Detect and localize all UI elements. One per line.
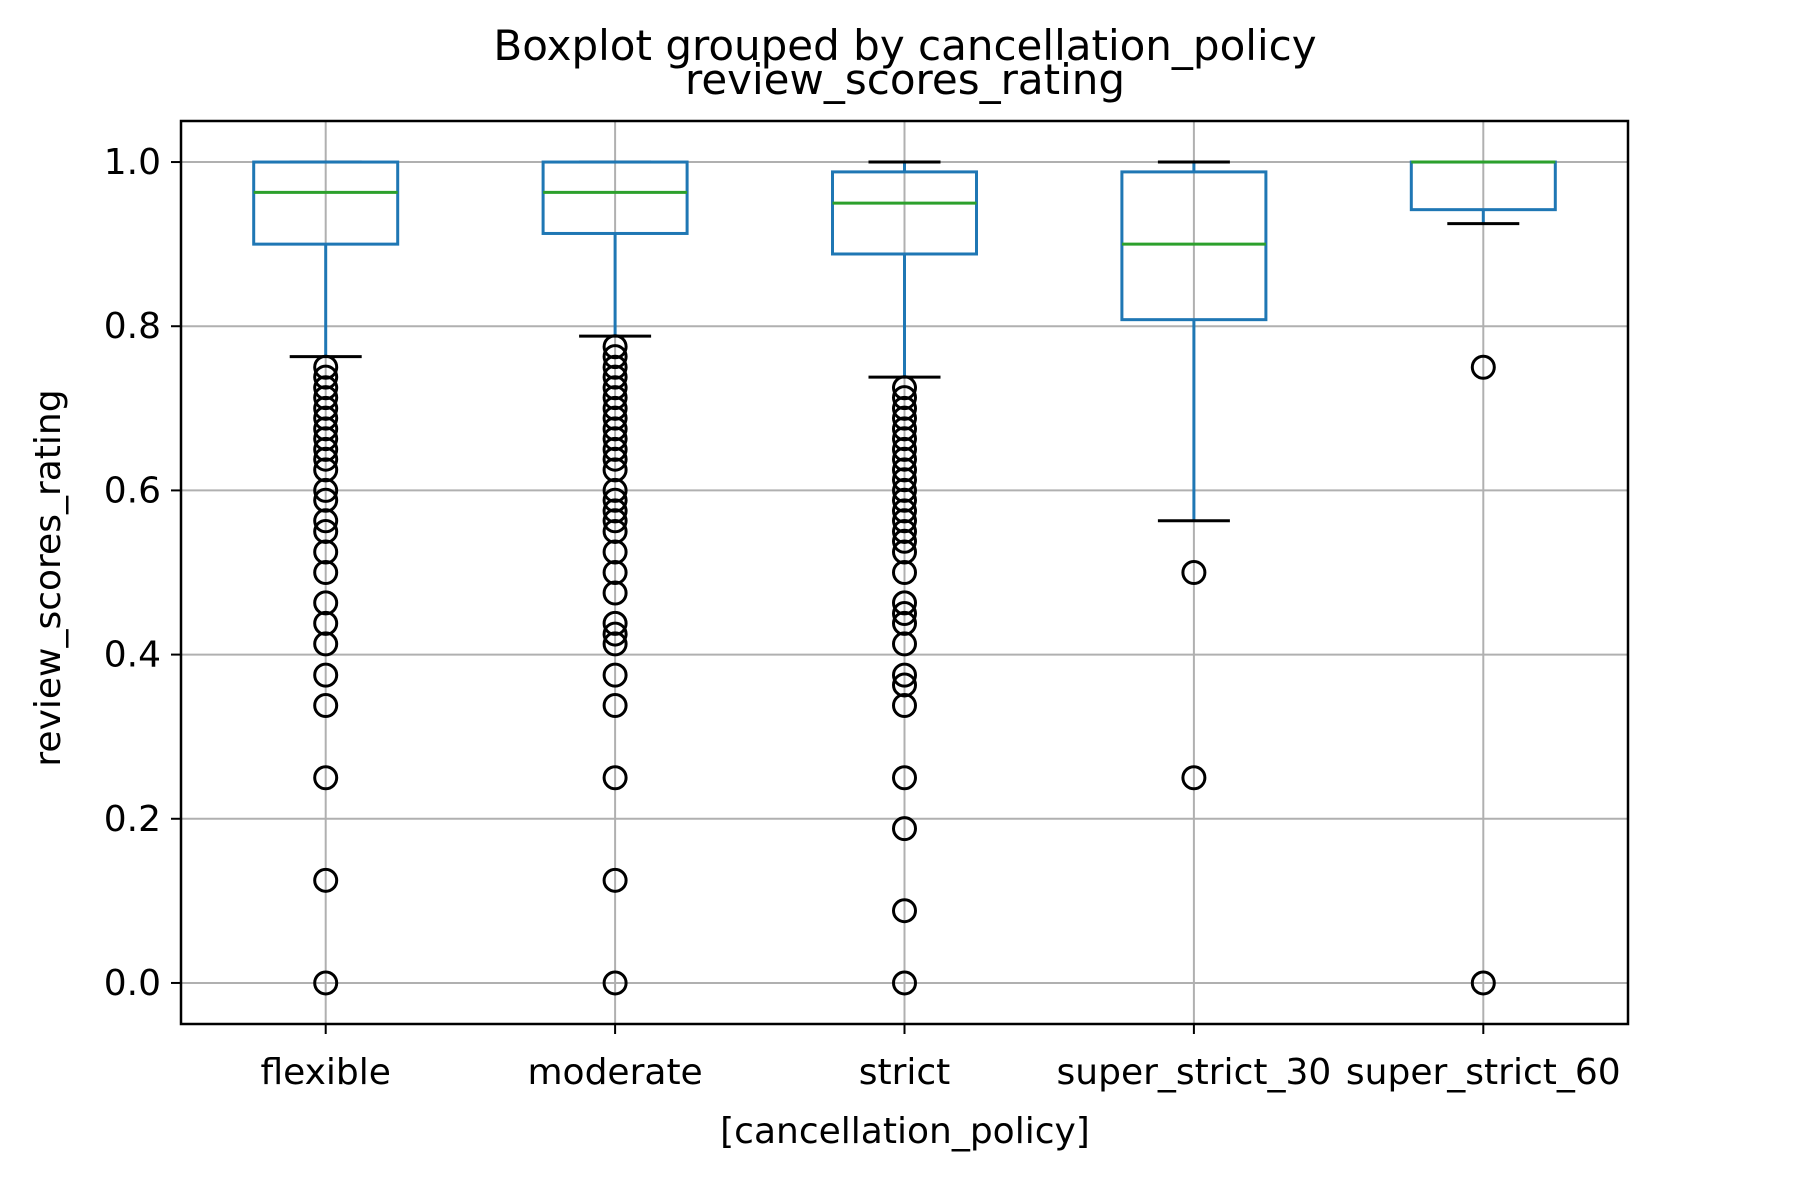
axes: 0.0 0.2 0.4 0.6 0.8 1.0 flexible moderate strict… xyxy=(104,119,1630,1093)
outlier-point xyxy=(313,446,339,472)
y-tick-label: 0.6 xyxy=(104,470,161,511)
outlier-point xyxy=(1470,354,1496,380)
y-axis-label: review_scores_rating xyxy=(28,389,69,766)
outlier-point xyxy=(892,528,917,554)
x-tick-label: strict xyxy=(859,1052,951,1093)
iqr-box xyxy=(831,170,978,256)
plot-frame xyxy=(179,119,1630,1026)
x-tick-label: super_strict_30 xyxy=(1057,1052,1332,1093)
iqr-box xyxy=(252,160,400,246)
outlier-point xyxy=(1181,560,1207,585)
y-tick-label: 0.0 xyxy=(104,963,161,1004)
flier-layer xyxy=(313,334,1496,996)
outlier-point xyxy=(313,560,339,585)
outlier-point xyxy=(602,508,628,534)
iqr-box xyxy=(541,160,689,235)
outlier-point xyxy=(313,662,339,688)
iqr-box xyxy=(1120,170,1268,322)
x-tick-label: super_strict_60 xyxy=(1346,1052,1621,1093)
outlier-point xyxy=(892,898,917,924)
outlier-point xyxy=(1470,970,1496,996)
outlier-point xyxy=(602,867,628,893)
x-tick-label: flexible xyxy=(260,1052,391,1093)
outlier-point xyxy=(1181,765,1207,791)
outlier-point xyxy=(602,631,628,657)
outlier-point xyxy=(892,765,917,791)
outlier-point xyxy=(892,601,917,627)
outlier-point xyxy=(313,477,339,503)
x-tick-label: moderate xyxy=(527,1052,702,1093)
outlier-point xyxy=(313,765,339,791)
chart-suptitle: Boxplot grouped by cancellation_policy xyxy=(493,21,1316,70)
outlier-point xyxy=(602,446,628,472)
outlier-point xyxy=(892,816,917,842)
box-layer xyxy=(252,160,1557,523)
outlier-point xyxy=(892,692,917,718)
outlier-point xyxy=(602,580,628,606)
outlier-point xyxy=(313,508,339,534)
outlier-point xyxy=(892,662,917,688)
outlier-point xyxy=(313,692,339,718)
outlier-point xyxy=(313,631,339,657)
outlier-point xyxy=(892,631,917,657)
y-tick-label: 0.4 xyxy=(104,635,161,676)
outlier-point xyxy=(602,692,628,718)
chart-title: review_scores_rating xyxy=(685,55,1125,104)
outlier-point xyxy=(602,970,628,996)
outlier-point xyxy=(313,867,339,893)
outlier-point xyxy=(602,621,628,647)
outlier-point xyxy=(313,970,339,996)
y-tick-label: 1.0 xyxy=(104,142,161,183)
y-tick-label: 0.8 xyxy=(104,306,161,347)
outlier-point xyxy=(892,560,917,585)
outlier-point xyxy=(602,662,628,688)
outlier-point xyxy=(892,970,917,996)
outlier-point xyxy=(602,765,628,791)
y-tick-label: 0.2 xyxy=(104,799,161,840)
x-axis-label: [cancellation_policy] xyxy=(720,1111,1090,1152)
